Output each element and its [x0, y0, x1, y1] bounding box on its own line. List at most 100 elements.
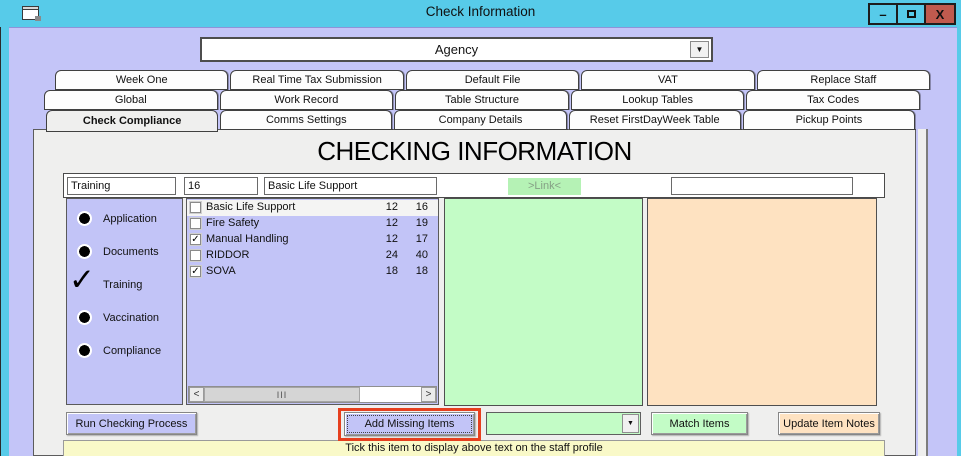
scroll-left-icon[interactable]: <: [189, 387, 204, 402]
record-bar: Training 16 Basic Life Support >Link<: [63, 173, 885, 198]
tab-pickup-points[interactable]: Pickup Points: [742, 110, 916, 130]
page-title: CHECKING INFORMATION: [317, 136, 632, 166]
agency-combobox[interactable]: Agency ▼: [200, 37, 713, 62]
form-icon-fold: [35, 16, 41, 21]
code-field[interactable]: 16: [184, 177, 258, 195]
scrollbar-grip-icon: III: [276, 389, 288, 400]
radio-icon: [77, 211, 92, 226]
form-icon: [22, 6, 41, 21]
scroll-right-icon[interactable]: >: [421, 387, 436, 402]
check-compliance-page: CHECKING INFORMATION Training 16 Basic L…: [33, 129, 916, 456]
tab-check-compliance[interactable]: Check Compliance: [46, 110, 219, 132]
tab-work-record[interactable]: Work Record: [219, 90, 394, 110]
tab-real-time-tax-submission[interactable]: Real Time Tax Submission: [230, 70, 404, 90]
tab-row-3: Check Compliance Comms Settings Company …: [46, 110, 917, 132]
item-name: SOVA: [206, 265, 236, 277]
item-name-field[interactable]: Basic Life Support: [264, 177, 437, 195]
minimize-button[interactable]: –: [868, 3, 898, 25]
match-items-button[interactable]: Match Items: [651, 412, 748, 435]
category-label: Compliance: [103, 345, 162, 357]
item-text-panel[interactable]: [444, 198, 643, 406]
form-icon-bar: [23, 7, 38, 10]
item-col2: 19: [415, 217, 428, 229]
list-item[interactable]: ✓ SOVA 18 18: [187, 264, 438, 280]
footer-note: Tick this item to display above text on …: [63, 440, 885, 456]
checkbox-icon[interactable]: [190, 218, 201, 229]
window-controls: – X: [868, 3, 956, 25]
category-label: Application: [103, 213, 157, 225]
category-option-training[interactable]: ✓ Training: [67, 262, 182, 297]
list-item[interactable]: Fire Safety 12 19: [187, 216, 438, 232]
list-item[interactable]: ✓ Manual Handling 12 17: [187, 232, 438, 248]
item-col1: 12: [385, 217, 398, 229]
run-checking-process-button[interactable]: Run Checking Process: [66, 412, 197, 435]
category-option-documents[interactable]: Documents: [67, 240, 182, 264]
item-name: Basic Life Support: [206, 201, 296, 213]
item-col2: 18: [415, 265, 428, 277]
radio-icon: [77, 244, 92, 259]
list-item[interactable]: RIDDOR 24 40: [187, 248, 438, 264]
tab-control-edge: [918, 129, 928, 456]
close-button[interactable]: X: [924, 3, 956, 25]
titlebar: Check Information – X: [0, 0, 961, 27]
tab-replace-staff[interactable]: Replace Staff: [756, 70, 931, 90]
maximize-button[interactable]: [896, 3, 926, 25]
checkbox-icon[interactable]: [190, 202, 201, 213]
notes-field[interactable]: [671, 177, 853, 195]
training-items-list: Basic Life Support 12 16 Fire Safety 12 …: [186, 198, 439, 405]
list-item[interactable]: Basic Life Support 12 16: [187, 200, 438, 216]
add-missing-items-button[interactable]: Add Missing Items: [344, 412, 475, 436]
category-option-vaccination[interactable]: Vaccination: [67, 306, 182, 330]
check-icon: ✓: [69, 262, 95, 297]
item-col2: 17: [415, 233, 428, 245]
category-option-compliance[interactable]: Compliance: [67, 339, 182, 363]
tab-comms-settings[interactable]: Comms Settings: [220, 110, 393, 130]
category-sidebar: Application Documents ✓ Training Vaccina…: [66, 198, 183, 405]
chevron-down-icon[interactable]: ▼: [690, 41, 709, 58]
item-name: Fire Safety: [206, 217, 260, 229]
checkbox-icon[interactable]: [190, 250, 201, 261]
tab-company-details[interactable]: Company Details: [394, 110, 567, 130]
tab-tax-codes[interactable]: Tax Codes: [746, 90, 920, 110]
link-button[interactable]: >Link<: [508, 178, 581, 195]
item-col2: 40: [415, 249, 428, 261]
close-icon: X: [935, 6, 945, 22]
chevron-down-icon[interactable]: ▼: [622, 414, 639, 433]
item-col1: 12: [385, 233, 398, 245]
category-label: Vaccination: [103, 312, 160, 324]
checkbox-icon[interactable]: ✓: [190, 266, 201, 277]
tab-default-file[interactable]: Default File: [405, 70, 580, 90]
item-col1: 24: [385, 249, 398, 261]
item-col1: 18: [385, 265, 398, 277]
category-option-application[interactable]: Application: [67, 207, 182, 231]
highlight-annotation: [338, 408, 481, 441]
tab-global[interactable]: Global: [44, 90, 218, 110]
scrollbar-track[interactable]: [360, 387, 421, 402]
radio-icon: [77, 343, 92, 358]
item-name: Manual Handling: [206, 233, 289, 245]
category-label: Training: [103, 279, 143, 291]
tab-week-one[interactable]: Week One: [55, 70, 229, 90]
item-notes-panel[interactable]: [647, 198, 877, 406]
category-field[interactable]: Training: [67, 177, 176, 195]
tab-reset-firstdayweek-table[interactable]: Reset FirstDayWeek Table: [568, 110, 741, 130]
maximize-icon: [906, 10, 916, 18]
horizontal-scrollbar[interactable]: < III >: [188, 386, 437, 403]
match-dropdown[interactable]: ▼: [486, 412, 641, 435]
item-col1: 12: [385, 201, 398, 213]
category-label: Documents: [103, 246, 159, 258]
scrollbar-thumb[interactable]: III: [204, 387, 360, 402]
minimize-icon: –: [879, 6, 887, 22]
update-item-notes-button[interactable]: Update Item Notes: [778, 412, 880, 435]
tab-lookup-tables[interactable]: Lookup Tables: [570, 90, 745, 110]
item-name: RIDDOR: [206, 249, 250, 261]
tab-row-1: Week One Real Time Tax Submission Defaul…: [55, 70, 932, 90]
checkbox-icon[interactable]: ✓: [190, 234, 201, 245]
item-col2: 16: [415, 201, 428, 213]
agency-combobox-value: Agency: [434, 42, 479, 57]
tab-vat[interactable]: VAT: [581, 70, 755, 90]
window-title: Check Information: [425, 4, 536, 19]
tab-row-2: Global Work Record Table Structure Looku…: [44, 90, 922, 110]
tab-table-structure[interactable]: Table Structure: [395, 90, 569, 110]
